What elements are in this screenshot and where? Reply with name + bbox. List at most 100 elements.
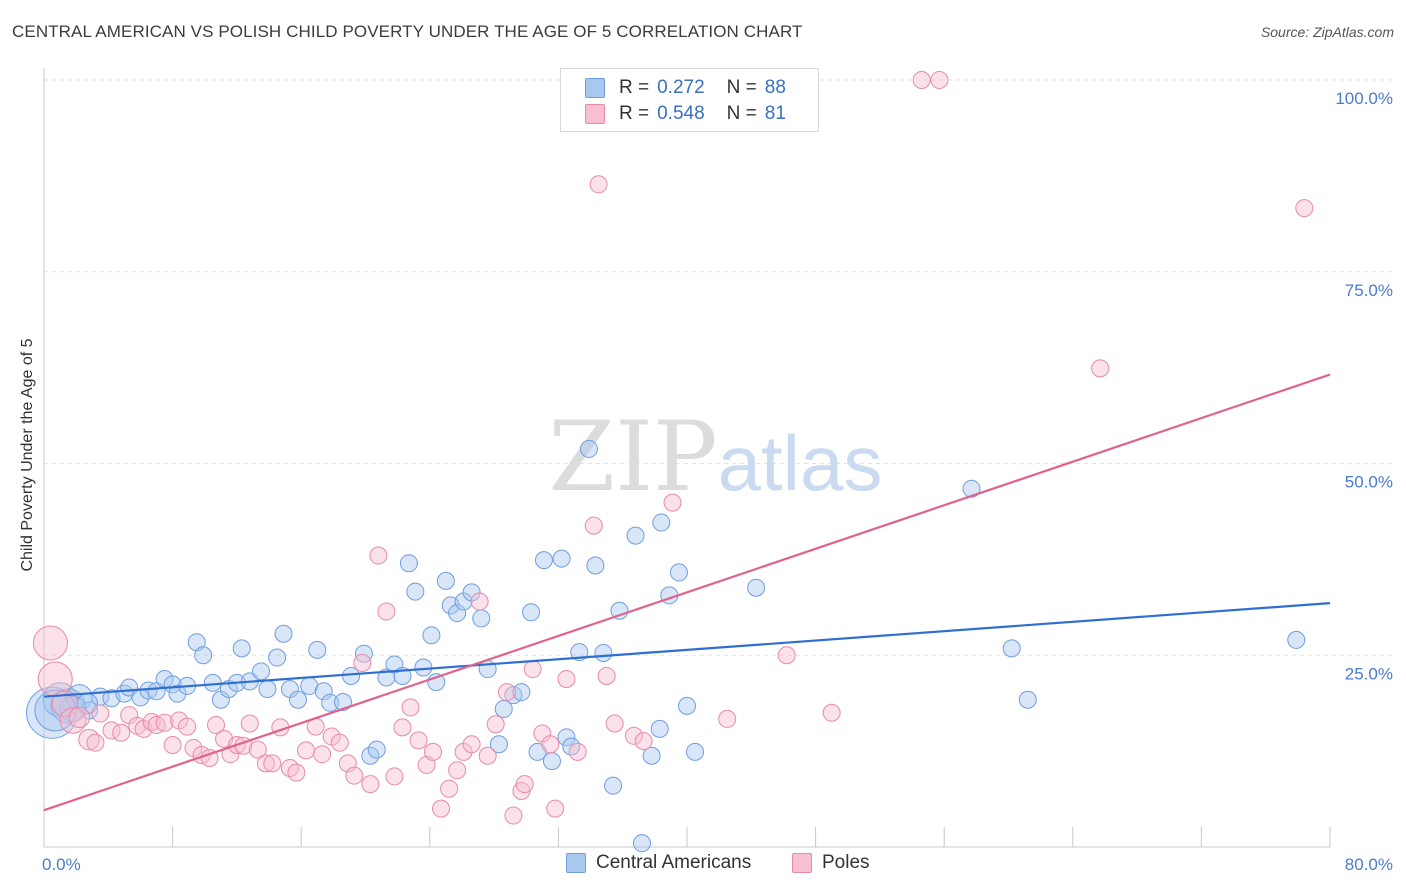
y-tick-label: 50.0% <box>1345 473 1393 492</box>
watermark-zip: ZIP <box>548 401 717 513</box>
data-point <box>112 723 131 742</box>
data-point <box>589 175 608 194</box>
n-label: N = <box>726 103 757 124</box>
r-value: 0.548 <box>657 103 705 124</box>
data-point <box>240 714 259 733</box>
data-point <box>221 745 240 764</box>
data-point <box>440 779 459 798</box>
data-point <box>385 767 404 786</box>
data-point <box>718 709 737 728</box>
y-tick-label: 100.0% <box>1335 89 1393 108</box>
data-point <box>263 754 282 773</box>
data-point <box>534 551 553 570</box>
x-tick-label: 0.0% <box>42 855 81 874</box>
data-point <box>417 755 436 774</box>
watermark-atlas: atlas <box>718 419 883 507</box>
data-point <box>353 653 372 672</box>
data-point <box>401 698 420 717</box>
series-central-americans <box>26 439 1306 853</box>
y-tick-label: 25.0% <box>1345 664 1393 683</box>
data-point <box>1002 639 1021 658</box>
data-point <box>377 602 396 621</box>
data-point <box>597 666 616 685</box>
data-point <box>414 658 433 677</box>
data-point <box>686 742 705 761</box>
trend-lines <box>43 373 1331 812</box>
data-point <box>258 679 277 698</box>
data-point <box>497 683 516 702</box>
data-point <box>448 604 467 623</box>
data-point <box>930 71 949 89</box>
grid-lines <box>44 79 1392 656</box>
data-point <box>557 728 576 747</box>
stats-legend: R = 0.272 N = 88 R = 0.548 N = 81 <box>560 68 819 132</box>
tick-labels: 25.0% 50.0% 75.0% 100.0% 0.0% 80.0% <box>42 89 1393 874</box>
r-label: R = <box>619 77 650 98</box>
data-point <box>462 735 481 754</box>
data-point <box>605 714 624 733</box>
data-point <box>287 763 306 782</box>
legend-swatch-pink <box>585 104 605 124</box>
data-point <box>354 644 373 663</box>
data-point <box>822 703 841 722</box>
data-point <box>367 740 386 759</box>
data-point <box>232 639 251 658</box>
data-point <box>361 775 380 794</box>
r-value: 0.272 <box>657 77 705 98</box>
data-point <box>1091 359 1110 378</box>
data-point <box>268 648 287 667</box>
legend-row-poles: R = 0.548 N = 81 <box>585 101 786 127</box>
data-point <box>470 592 489 611</box>
data-point <box>624 726 643 745</box>
series-poles <box>32 71 1314 825</box>
data-point <box>432 799 451 818</box>
data-point <box>632 834 651 853</box>
legend-label: Poles <box>822 852 870 873</box>
r-label: R = <box>619 103 650 124</box>
data-point <box>207 716 226 735</box>
data-point <box>962 479 981 498</box>
data-point <box>678 696 696 715</box>
data-point <box>330 733 349 752</box>
data-point <box>642 746 661 765</box>
data-point <box>504 806 523 825</box>
data-point <box>472 609 491 628</box>
data-point <box>32 625 68 661</box>
data-point <box>486 715 505 734</box>
data-point <box>308 640 327 659</box>
data-point <box>604 776 623 795</box>
data-point <box>489 735 508 754</box>
data-point <box>523 660 542 679</box>
legend-item-poles: Poles <box>792 852 870 874</box>
data-point <box>142 712 161 731</box>
data-point <box>541 735 560 754</box>
legend-swatch-blue <box>585 78 605 98</box>
data-point <box>333 693 352 712</box>
data-point <box>168 684 187 703</box>
data-point <box>393 718 412 737</box>
legend-row-central-americans: R = 0.272 N = 88 <box>585 75 786 101</box>
data-point <box>424 742 443 761</box>
data-point <box>377 668 396 687</box>
data-point <box>369 546 388 565</box>
data-point <box>512 683 531 702</box>
data-point <box>297 741 316 760</box>
data-point <box>406 582 425 601</box>
data-point <box>51 690 79 717</box>
data-point <box>280 758 299 777</box>
axes <box>43 68 1331 848</box>
data-point <box>515 775 534 794</box>
n-value: 88 <box>764 77 786 98</box>
data-point <box>669 563 688 582</box>
data-point <box>313 745 332 764</box>
data-point <box>256 754 275 773</box>
data-point <box>594 643 613 662</box>
legend-swatch-pink <box>792 853 812 873</box>
data-point <box>1295 199 1314 218</box>
data-point <box>59 707 87 734</box>
trend-line <box>43 373 1331 812</box>
data-point <box>252 662 271 681</box>
data-point <box>747 578 766 597</box>
legend-item-central-americans: Central Americans <box>566 852 751 874</box>
data-point <box>448 761 467 780</box>
